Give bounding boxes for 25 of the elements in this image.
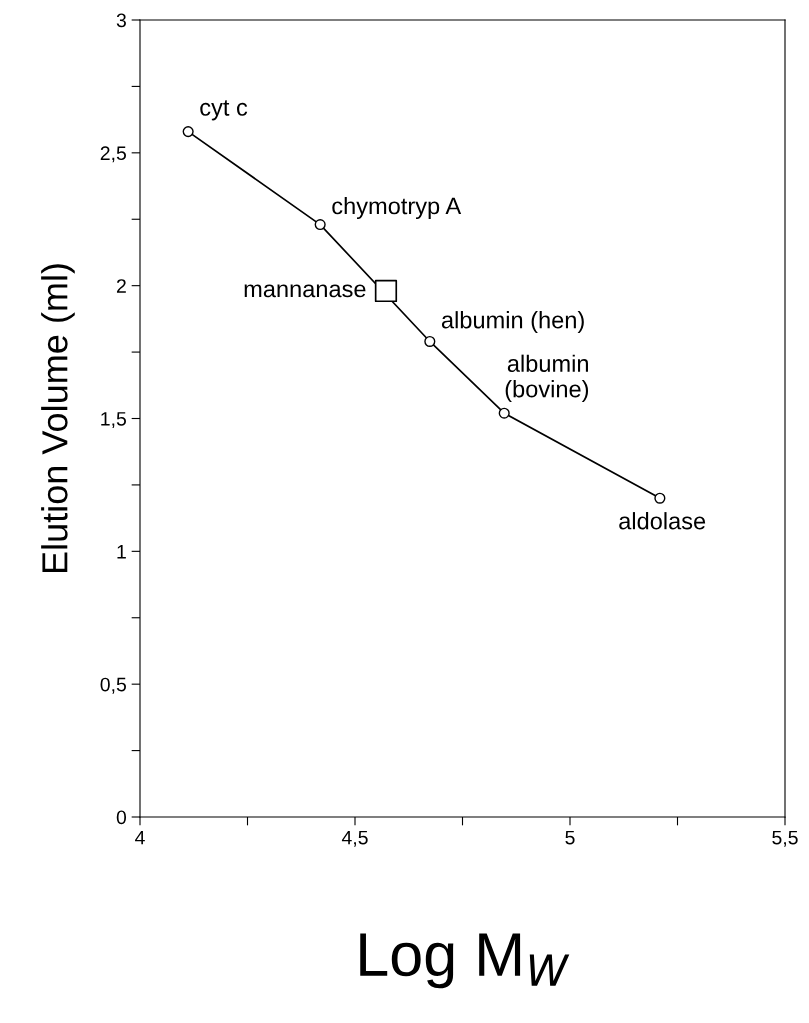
point: [424, 335, 436, 348]
point: [182, 126, 194, 138]
point: [654, 492, 666, 504]
y-tick-label: 3: [116, 13, 126, 28]
annotation: albumin (bovine): [505, 354, 589, 403]
annotation: chymotryp A: [332, 197, 462, 220]
x-axis-title: Log M$_{W}$: [360, 933, 570, 989]
y-tick-label: 0,5: [100, 677, 126, 694]
y-axis-title: Elution Volume (ml): [41, 264, 75, 573]
point: [498, 407, 510, 419]
point: [314, 219, 326, 231]
y-tick-label: 2: [116, 279, 126, 293]
y-tick-label: 1: [117, 545, 126, 559]
annotation: mannanase: [244, 284, 366, 298]
annotation: albumin (hen): [441, 311, 584, 334]
x-tick-label: 4: [135, 830, 145, 845]
x-tick-label: 5: [565, 830, 575, 845]
annotation: cyt c: [200, 100, 248, 121]
x-tick-label: 5,5: [772, 830, 798, 847]
point: [374, 279, 398, 303]
y-tick-label: 0: [116, 810, 127, 825]
annotation: aldolase: [619, 512, 706, 530]
x-tick-label: 4,5: [341, 830, 368, 847]
y-tick-label: 1,5: [101, 412, 126, 429]
y-tick-label: 2,5: [100, 146, 126, 163]
